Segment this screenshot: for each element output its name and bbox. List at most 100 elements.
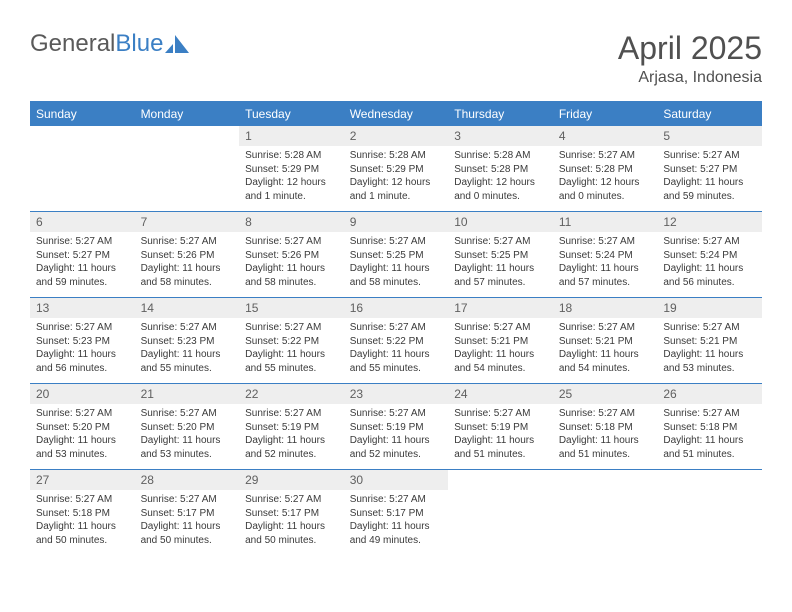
day-header-sun: Sunday [30,103,135,126]
sunrise-text: Sunrise: 5:27 AM [141,493,234,507]
day-header-wed: Wednesday [344,103,449,126]
calendar-day-cell: 25Sunrise: 5:27 AMSunset: 5:18 PMDayligh… [553,384,658,470]
page-title: April 2025 [618,30,762,67]
calendar-day-cell [657,470,762,556]
calendar-day-cell: 23Sunrise: 5:27 AMSunset: 5:19 PMDayligh… [344,384,449,470]
daylight-text: Daylight: 11 hours and 55 minutes. [245,348,338,375]
daylight-text: Daylight: 11 hours and 58 minutes. [141,262,234,289]
sunrise-text: Sunrise: 5:27 AM [245,321,338,335]
day-details: Sunrise: 5:27 AMSunset: 5:20 PMDaylight:… [30,404,135,465]
sunset-text: Sunset: 5:21 PM [559,335,652,349]
daylight-text: Daylight: 11 hours and 59 minutes. [663,176,756,203]
calendar-day-cell: 20Sunrise: 5:27 AMSunset: 5:20 PMDayligh… [30,384,135,470]
day-details: Sunrise: 5:28 AMSunset: 5:29 PMDaylight:… [344,146,449,207]
calendar-week-row: 1Sunrise: 5:28 AMSunset: 5:29 PMDaylight… [30,126,762,212]
daylight-text: Daylight: 11 hours and 49 minutes. [350,520,443,547]
daylight-text: Daylight: 12 hours and 1 minute. [245,176,338,203]
day-details: Sunrise: 5:27 AMSunset: 5:22 PMDaylight:… [239,318,344,379]
day-number: 18 [553,298,658,318]
sunrise-text: Sunrise: 5:27 AM [559,149,652,163]
sunrise-text: Sunrise: 5:27 AM [454,321,547,335]
day-details: Sunrise: 5:27 AMSunset: 5:18 PMDaylight:… [30,490,135,551]
day-details: Sunrise: 5:28 AMSunset: 5:29 PMDaylight:… [239,146,344,207]
day-details: Sunrise: 5:27 AMSunset: 5:17 PMDaylight:… [239,490,344,551]
calendar-day-cell: 19Sunrise: 5:27 AMSunset: 5:21 PMDayligh… [657,298,762,384]
day-number: 29 [239,470,344,490]
header: GeneralBlue April 2025 Arjasa, Indonesia [30,30,762,87]
day-details: Sunrise: 5:27 AMSunset: 5:26 PMDaylight:… [135,232,240,293]
calendar-day-cell: 4Sunrise: 5:27 AMSunset: 5:28 PMDaylight… [553,126,658,212]
sunrise-text: Sunrise: 5:27 AM [141,321,234,335]
sunset-text: Sunset: 5:25 PM [350,249,443,263]
sunset-text: Sunset: 5:28 PM [454,163,547,177]
calendar-day-cell: 9 Sunrise: 5:27 AMSunset: 5:25 PMDaylight… [344,212,449,298]
calendar-day-cell: 1Sunrise: 5:28 AMSunset: 5:29 PMDaylight… [239,126,344,212]
calendar-day-cell: 2Sunrise: 5:28 AMSunset: 5:29 PMDaylight… [344,126,449,212]
day-header-mon: Monday [135,103,240,126]
calendar-day-cell [448,470,553,556]
sunset-text: Sunset: 5:19 PM [454,421,547,435]
day-number: 23 [344,384,449,404]
daylight-text: Daylight: 11 hours and 56 minutes. [36,348,129,375]
day-details: Sunrise: 5:27 AMSunset: 5:17 PMDaylight:… [344,490,449,551]
day-number: 7 [135,212,240,232]
day-number: 9 [344,212,449,232]
daylight-text: Daylight: 11 hours and 51 minutes. [454,434,547,461]
day-details: Sunrise: 5:27 AMSunset: 5:23 PMDaylight:… [30,318,135,379]
day-details: Sunrise: 5:27 AMSunset: 5:19 PMDaylight:… [239,404,344,465]
sunrise-text: Sunrise: 5:28 AM [245,149,338,163]
sunrise-text: Sunrise: 5:27 AM [663,235,756,249]
sunrise-text: Sunrise: 5:27 AM [454,235,547,249]
daylight-text: Daylight: 11 hours and 57 minutes. [454,262,547,289]
day-number: 5 [657,126,762,146]
day-header-fri: Friday [553,103,658,126]
daylight-text: Daylight: 11 hours and 54 minutes. [559,348,652,375]
day-number: 20 [30,384,135,404]
day-number: 27 [30,470,135,490]
day-details: Sunrise: 5:27 AMSunset: 5:24 PMDaylight:… [657,232,762,293]
day-header-thu: Thursday [448,103,553,126]
daylight-text: Daylight: 11 hours and 56 minutes. [663,262,756,289]
day-details: Sunrise: 5:27 AMSunset: 5:19 PMDaylight:… [448,404,553,465]
sunset-text: Sunset: 5:24 PM [663,249,756,263]
daylight-text: Daylight: 11 hours and 58 minutes. [350,262,443,289]
sunset-text: Sunset: 5:27 PM [36,249,129,263]
sunrise-text: Sunrise: 5:27 AM [559,235,652,249]
day-details: Sunrise: 5:27 AMSunset: 5:17 PMDaylight:… [135,490,240,551]
sunset-text: Sunset: 5:25 PM [454,249,547,263]
sunset-text: Sunset: 5:26 PM [141,249,234,263]
day-number: 16 [344,298,449,318]
sunset-text: Sunset: 5:17 PM [141,507,234,521]
sunrise-text: Sunrise: 5:27 AM [36,321,129,335]
sunset-text: Sunset: 5:18 PM [559,421,652,435]
daylight-text: Daylight: 11 hours and 50 minutes. [36,520,129,547]
day-details: Sunrise: 5:27 AMSunset: 5:28 PMDaylight:… [553,146,658,207]
sunrise-text: Sunrise: 5:27 AM [663,407,756,421]
calendar-day-cell: 24Sunrise: 5:27 AMSunset: 5:19 PMDayligh… [448,384,553,470]
sunset-text: Sunset: 5:17 PM [245,507,338,521]
calendar-day-cell: 21Sunrise: 5:27 AMSunset: 5:20 PMDayligh… [135,384,240,470]
sunrise-text: Sunrise: 5:28 AM [350,149,443,163]
day-details: Sunrise: 5:27 AMSunset: 5:27 PMDaylight:… [30,232,135,293]
day-details: Sunrise: 5:27 AMSunset: 5:25 PMDaylight:… [448,232,553,293]
day-details: Sunrise: 5:27 AMSunset: 5:26 PMDaylight:… [239,232,344,293]
calendar-day-cell [30,126,135,212]
daylight-text: Daylight: 11 hours and 52 minutes. [350,434,443,461]
calendar-day-cell [553,470,658,556]
calendar-day-cell: 12Sunrise: 5:27 AMSunset: 5:24 PMDayligh… [657,212,762,298]
daylight-text: Daylight: 11 hours and 50 minutes. [245,520,338,547]
day-details: Sunrise: 5:27 AMSunset: 5:27 PMDaylight:… [657,146,762,207]
calendar-day-cell: 18 Sunrise: 5:27 AMSunset: 5:21 PMDayligh… [553,298,658,384]
calendar-day-cell: 29Sunrise: 5:27 AMSunset: 5:17 PMDayligh… [239,470,344,556]
daylight-text: Daylight: 11 hours and 50 minutes. [141,520,234,547]
sunrise-text: Sunrise: 5:27 AM [454,407,547,421]
day-header-tue: Tuesday [239,103,344,126]
sunrise-text: Sunrise: 5:27 AM [141,235,234,249]
logo-word-1: General [30,30,115,58]
sunrise-text: Sunrise: 5:27 AM [350,235,443,249]
day-number: 2 [344,126,449,146]
day-number: 10 [448,212,553,232]
sunrise-text: Sunrise: 5:27 AM [245,407,338,421]
sunset-text: Sunset: 5:18 PM [663,421,756,435]
sunrise-text: Sunrise: 5:27 AM [559,321,652,335]
